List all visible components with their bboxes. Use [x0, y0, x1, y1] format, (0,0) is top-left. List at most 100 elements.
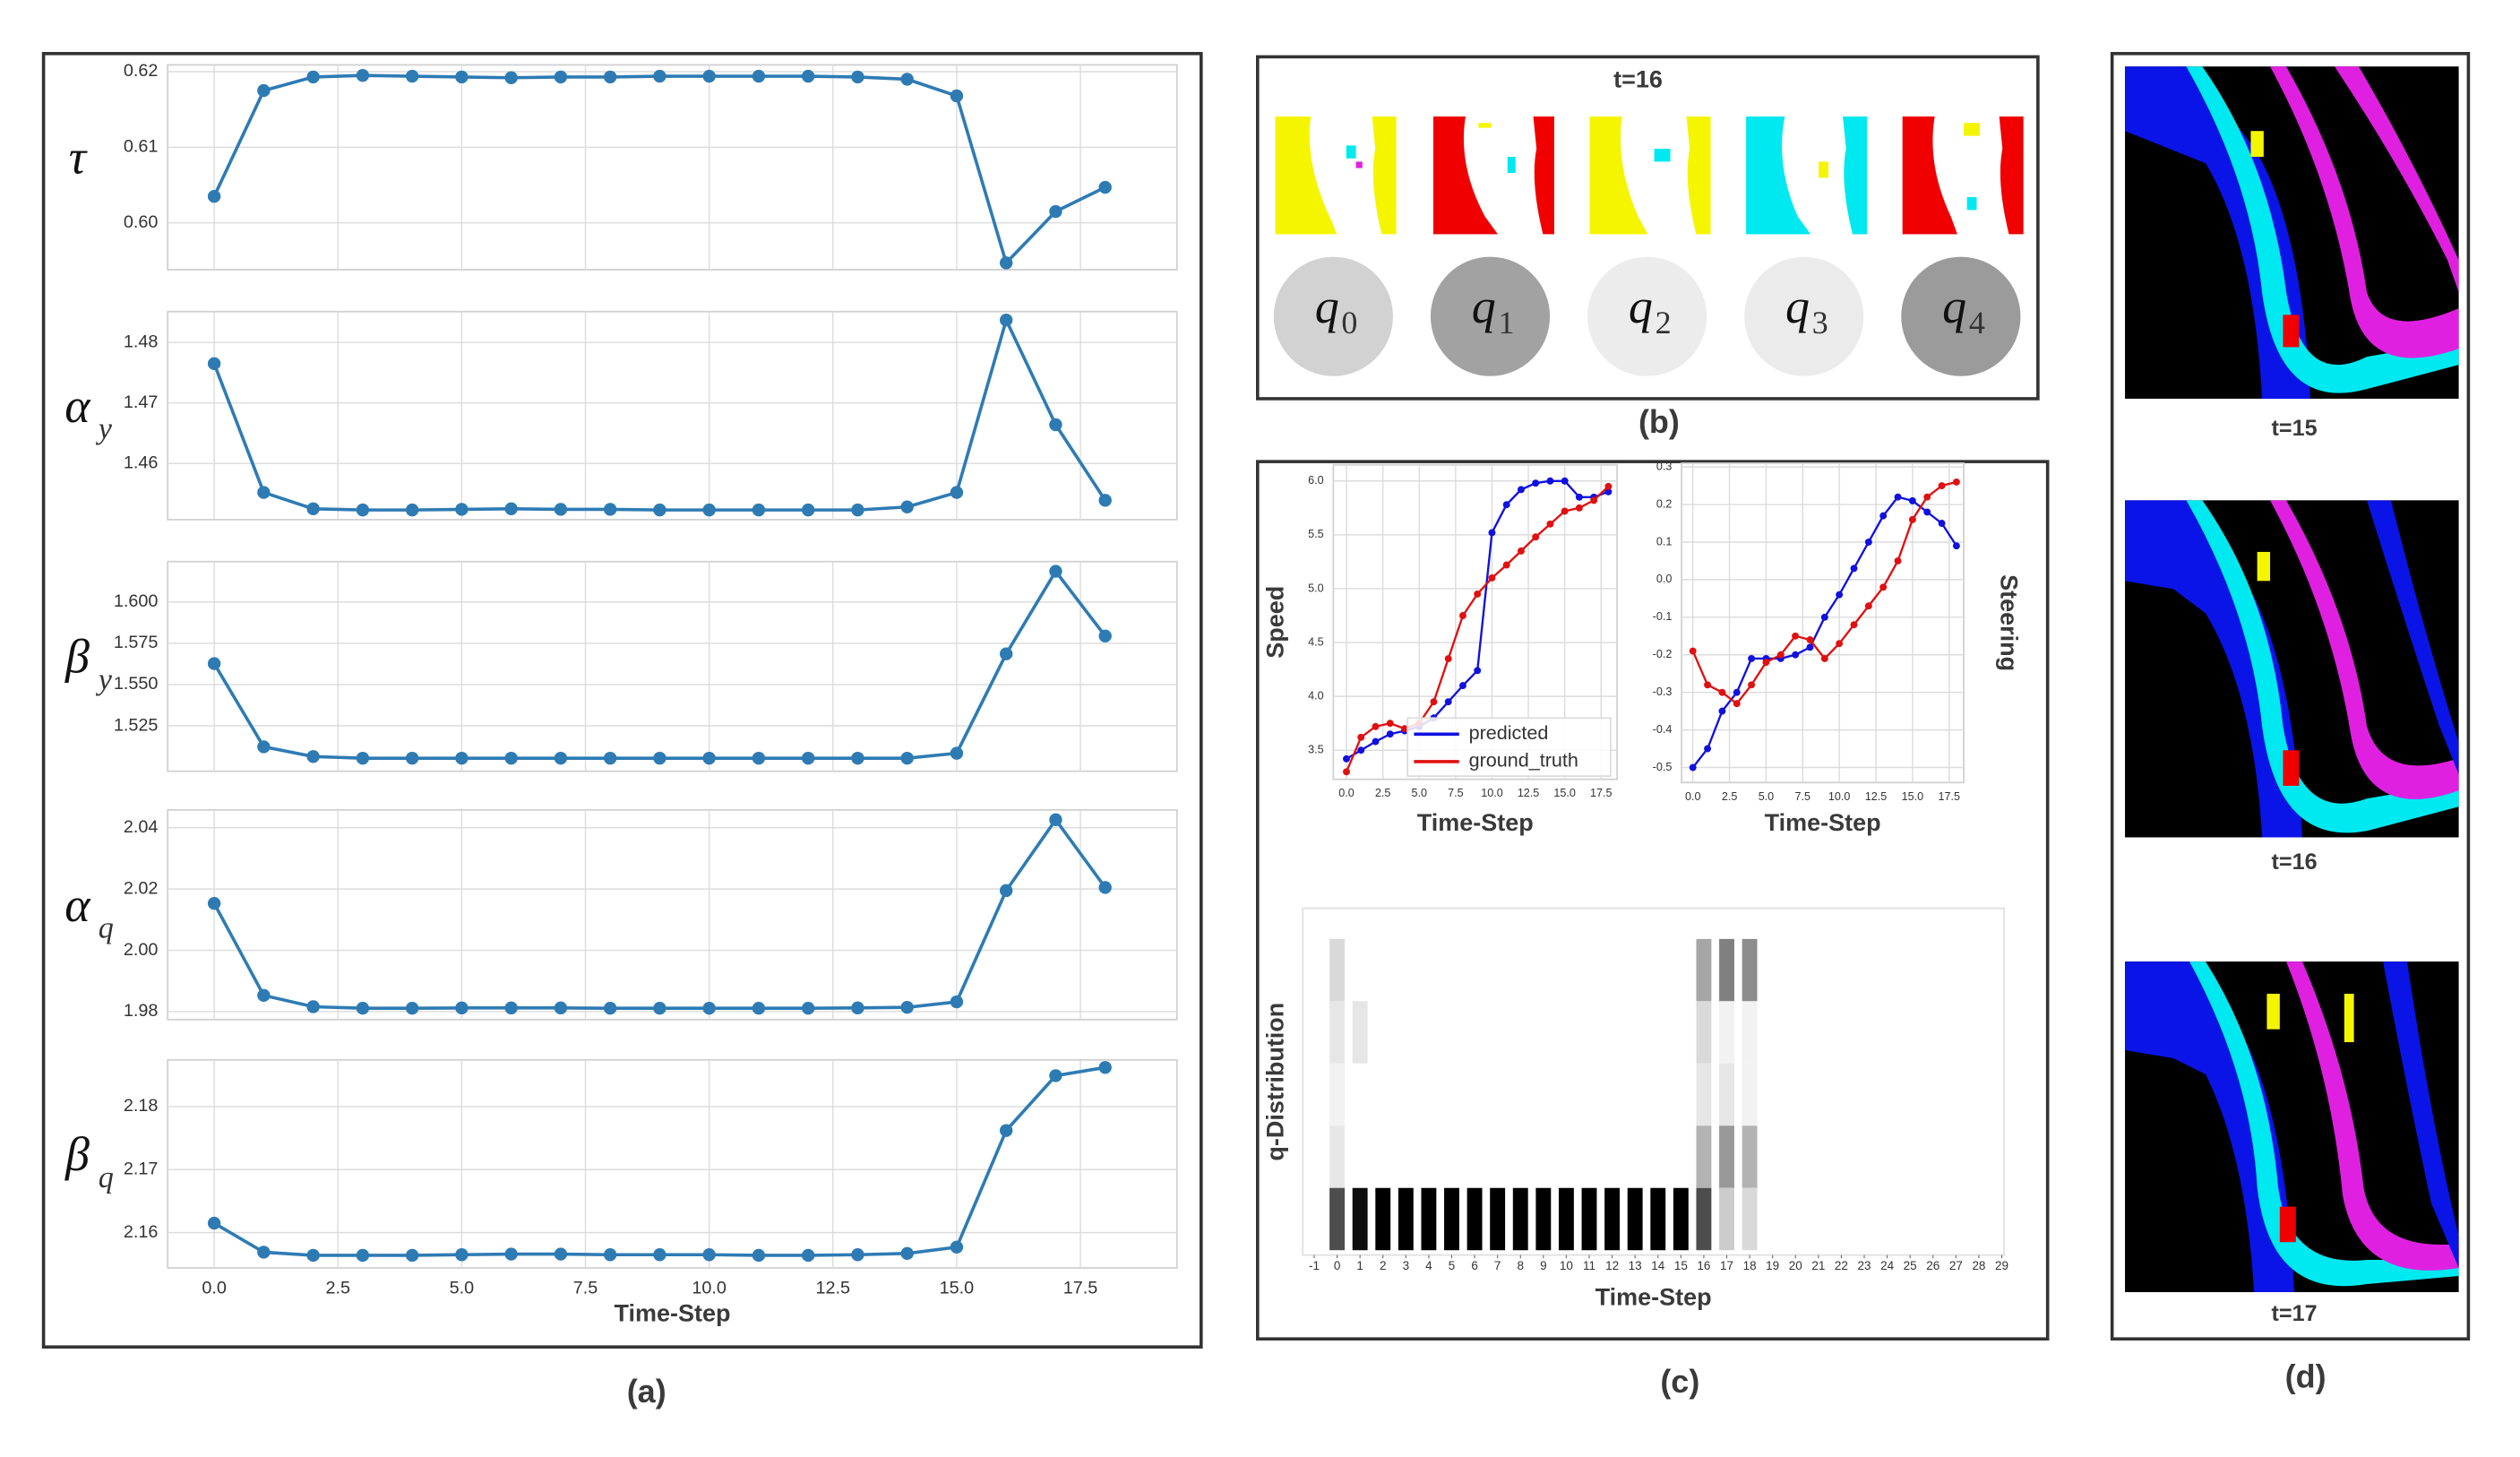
- heat-cell: [1512, 1125, 1528, 1188]
- y-axis-label-sub: q: [99, 1161, 114, 1194]
- data-point: [1401, 725, 1408, 733]
- y-tick-label: -0.4: [1653, 723, 1673, 736]
- frame-label: t=17: [2271, 1301, 2317, 1326]
- x-tick-label: 7.5: [573, 1279, 598, 1298]
- heat-cell: [1512, 1187, 1528, 1251]
- panel-a-frame: [41, 52, 1203, 1349]
- data-point: [999, 256, 1013, 270]
- y-tick-label: 2.00: [124, 940, 159, 960]
- data-point: [999, 884, 1013, 898]
- data-point: [1689, 763, 1697, 772]
- heat-cell: [1512, 938, 1528, 1002]
- panel-label: (c): [1660, 1363, 1699, 1400]
- x-tick-label: 15.0: [1553, 787, 1575, 799]
- heat-cell: [1581, 1063, 1597, 1126]
- heat-cell: [1398, 1001, 1414, 1064]
- data-point: [1952, 478, 1960, 486]
- thumbnail: [1432, 116, 1554, 235]
- data-point: [1894, 493, 1902, 501]
- data-point: [801, 751, 815, 765]
- panel-label: (a): [627, 1373, 667, 1410]
- heat-cell: [1696, 1187, 1712, 1251]
- data-point: [603, 1001, 617, 1015]
- x-axis-label: Time-Step: [1417, 809, 1534, 836]
- data-point: [801, 1248, 815, 1263]
- data-point: [999, 1124, 1013, 1137]
- data-point: [405, 503, 419, 517]
- x-tick-label: 12.5: [1518, 787, 1539, 799]
- heat-cell: [1398, 1063, 1414, 1126]
- heat-cell: [1719, 1063, 1734, 1126]
- heat-cell: [1627, 1063, 1643, 1126]
- heat-cell: [1558, 938, 1574, 1002]
- legend-box: [1406, 717, 1612, 777]
- y-tick-label: 0.2: [1656, 497, 1673, 510]
- x-tick-label: 12.5: [816, 1279, 851, 1298]
- thumbnail: [1589, 116, 1711, 235]
- y-tick-label: 5.0: [1308, 582, 1324, 594]
- data-point: [1474, 667, 1482, 675]
- y-tick-label: 1.46: [124, 453, 159, 472]
- data-point: [504, 502, 518, 515]
- data-point: [1718, 688, 1726, 696]
- frame-label: t=16: [2271, 849, 2317, 875]
- data-point: [1894, 556, 1902, 565]
- x-tick-label: 7.5: [1795, 790, 1811, 803]
- heat-cell: [1581, 1001, 1597, 1064]
- heat-cell: [1535, 1187, 1552, 1251]
- data-point: [653, 751, 667, 765]
- data-point: [1517, 486, 1525, 494]
- data-point: [603, 70, 617, 84]
- heat-cell: [1352, 1125, 1368, 1188]
- y-tick-label: 1.550: [114, 674, 159, 694]
- data-point: [1806, 636, 1814, 643]
- data-point: [554, 503, 568, 516]
- data-point: [1879, 512, 1888, 520]
- heat-cell: [1444, 1001, 1459, 1064]
- x-tick-label: 5.0: [450, 1279, 475, 1298]
- data-point: [306, 750, 320, 763]
- x-tick-label: 10.0: [1828, 790, 1850, 803]
- x-tick-label: 8: [1517, 1259, 1524, 1272]
- x-axis-label: Time-Step: [1595, 1283, 1712, 1310]
- data-point: [1357, 733, 1365, 741]
- data-point: [1864, 602, 1872, 610]
- y-axis-label: Speed: [1262, 586, 1289, 659]
- heat-cell: [1490, 1063, 1506, 1126]
- data-point: [207, 357, 221, 371]
- data-point: [356, 1248, 370, 1263]
- data-point: [1718, 707, 1726, 715]
- x-tick-label: 10: [1560, 1259, 1573, 1272]
- data-point: [1820, 654, 1828, 662]
- heat-cell: [1444, 1187, 1459, 1251]
- data-point: [702, 1248, 716, 1262]
- y-tick-label: 2.17: [124, 1159, 159, 1178]
- data-point: [554, 751, 568, 765]
- y-tick-label: 0.61: [124, 137, 159, 157]
- heat-cell: [1329, 1187, 1346, 1251]
- thumbnail: [1902, 116, 2024, 235]
- heat-cell: [1329, 1001, 1346, 1064]
- q-node-label: q: [1942, 280, 1966, 333]
- y-axis-label: β: [65, 630, 90, 684]
- data-point: [257, 83, 271, 98]
- y-tick-label: 1.47: [124, 392, 159, 412]
- heat-cell: [1490, 1187, 1506, 1251]
- heat-cell: [1535, 1125, 1552, 1188]
- data-point: [455, 503, 469, 516]
- heat-cell: [1673, 938, 1689, 1002]
- data-point: [1458, 612, 1466, 619]
- heat-cell: [1742, 1125, 1758, 1188]
- data-point: [1098, 494, 1112, 507]
- data-point: [702, 503, 716, 517]
- data-point: [1938, 520, 1946, 527]
- heat-cell: [1466, 1063, 1483, 1126]
- data-point: [1733, 688, 1741, 696]
- q-node-label: q: [1785, 280, 1810, 333]
- heat-cell: [1558, 1001, 1574, 1064]
- q-node: [1901, 256, 2021, 376]
- y-tick-label: 5.5: [1308, 528, 1324, 540]
- heat-cell: [1421, 1187, 1437, 1251]
- data-point: [1864, 539, 1872, 546]
- data-point: [851, 503, 864, 517]
